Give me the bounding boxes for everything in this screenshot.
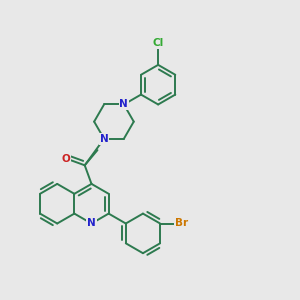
- Text: Br: Br: [175, 218, 188, 229]
- Text: N: N: [119, 100, 128, 110]
- Text: Cl: Cl: [152, 38, 164, 49]
- Text: N: N: [87, 218, 96, 229]
- Text: O: O: [62, 154, 70, 164]
- Text: N: N: [100, 134, 108, 144]
